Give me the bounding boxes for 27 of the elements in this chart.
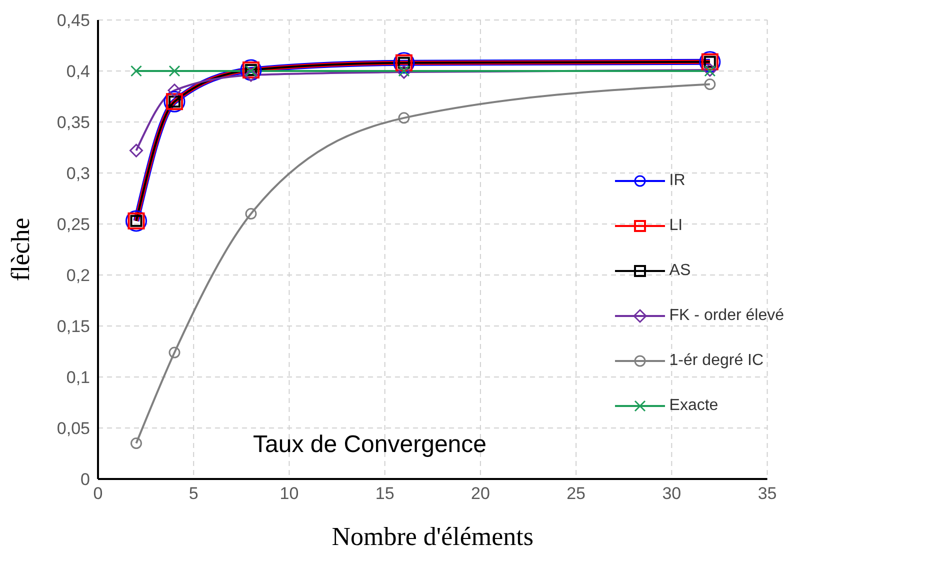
legend-label: 1-ér degré IC — [669, 352, 764, 370]
x-tick-label: 5 — [188, 484, 198, 504]
x-tick-label: 10 — [280, 484, 299, 504]
x-tick-label: 20 — [470, 484, 490, 504]
y-tick-label: 0,3 — [66, 164, 90, 184]
legend-label: LI — [669, 216, 683, 234]
y-tick-label: 0,05 — [56, 419, 90, 438]
annotation: Taux de Convergence — [253, 431, 486, 459]
x-tick-label: 35 — [758, 484, 777, 504]
legend-label: IR — [669, 172, 686, 190]
legend-label: AS — [669, 262, 691, 280]
y-tick-label: 0,35 — [56, 113, 90, 132]
y-tick-label: 0,2 — [66, 266, 90, 286]
x-tick-label: 0 — [93, 484, 103, 504]
y-tick-label: 0 — [80, 470, 90, 490]
y-axis-title: flèche — [6, 218, 36, 282]
x-tick-label: 15 — [375, 484, 394, 504]
legend-label: Exacte — [669, 396, 718, 414]
legend-label: FK - order élevé — [669, 306, 784, 324]
y-tick-label: 0,4 — [66, 62, 90, 82]
y-tick-label: 0,1 — [66, 368, 90, 388]
y-tick-label: 0,25 — [56, 215, 90, 234]
x-tick-label: 25 — [566, 484, 586, 504]
y-tick-label: 0,45 — [56, 11, 90, 30]
y-tick-label: 0,15 — [56, 317, 90, 336]
x-axis-title: Nombre d'éléments — [332, 522, 534, 551]
x-tick-label: 30 — [662, 484, 682, 504]
